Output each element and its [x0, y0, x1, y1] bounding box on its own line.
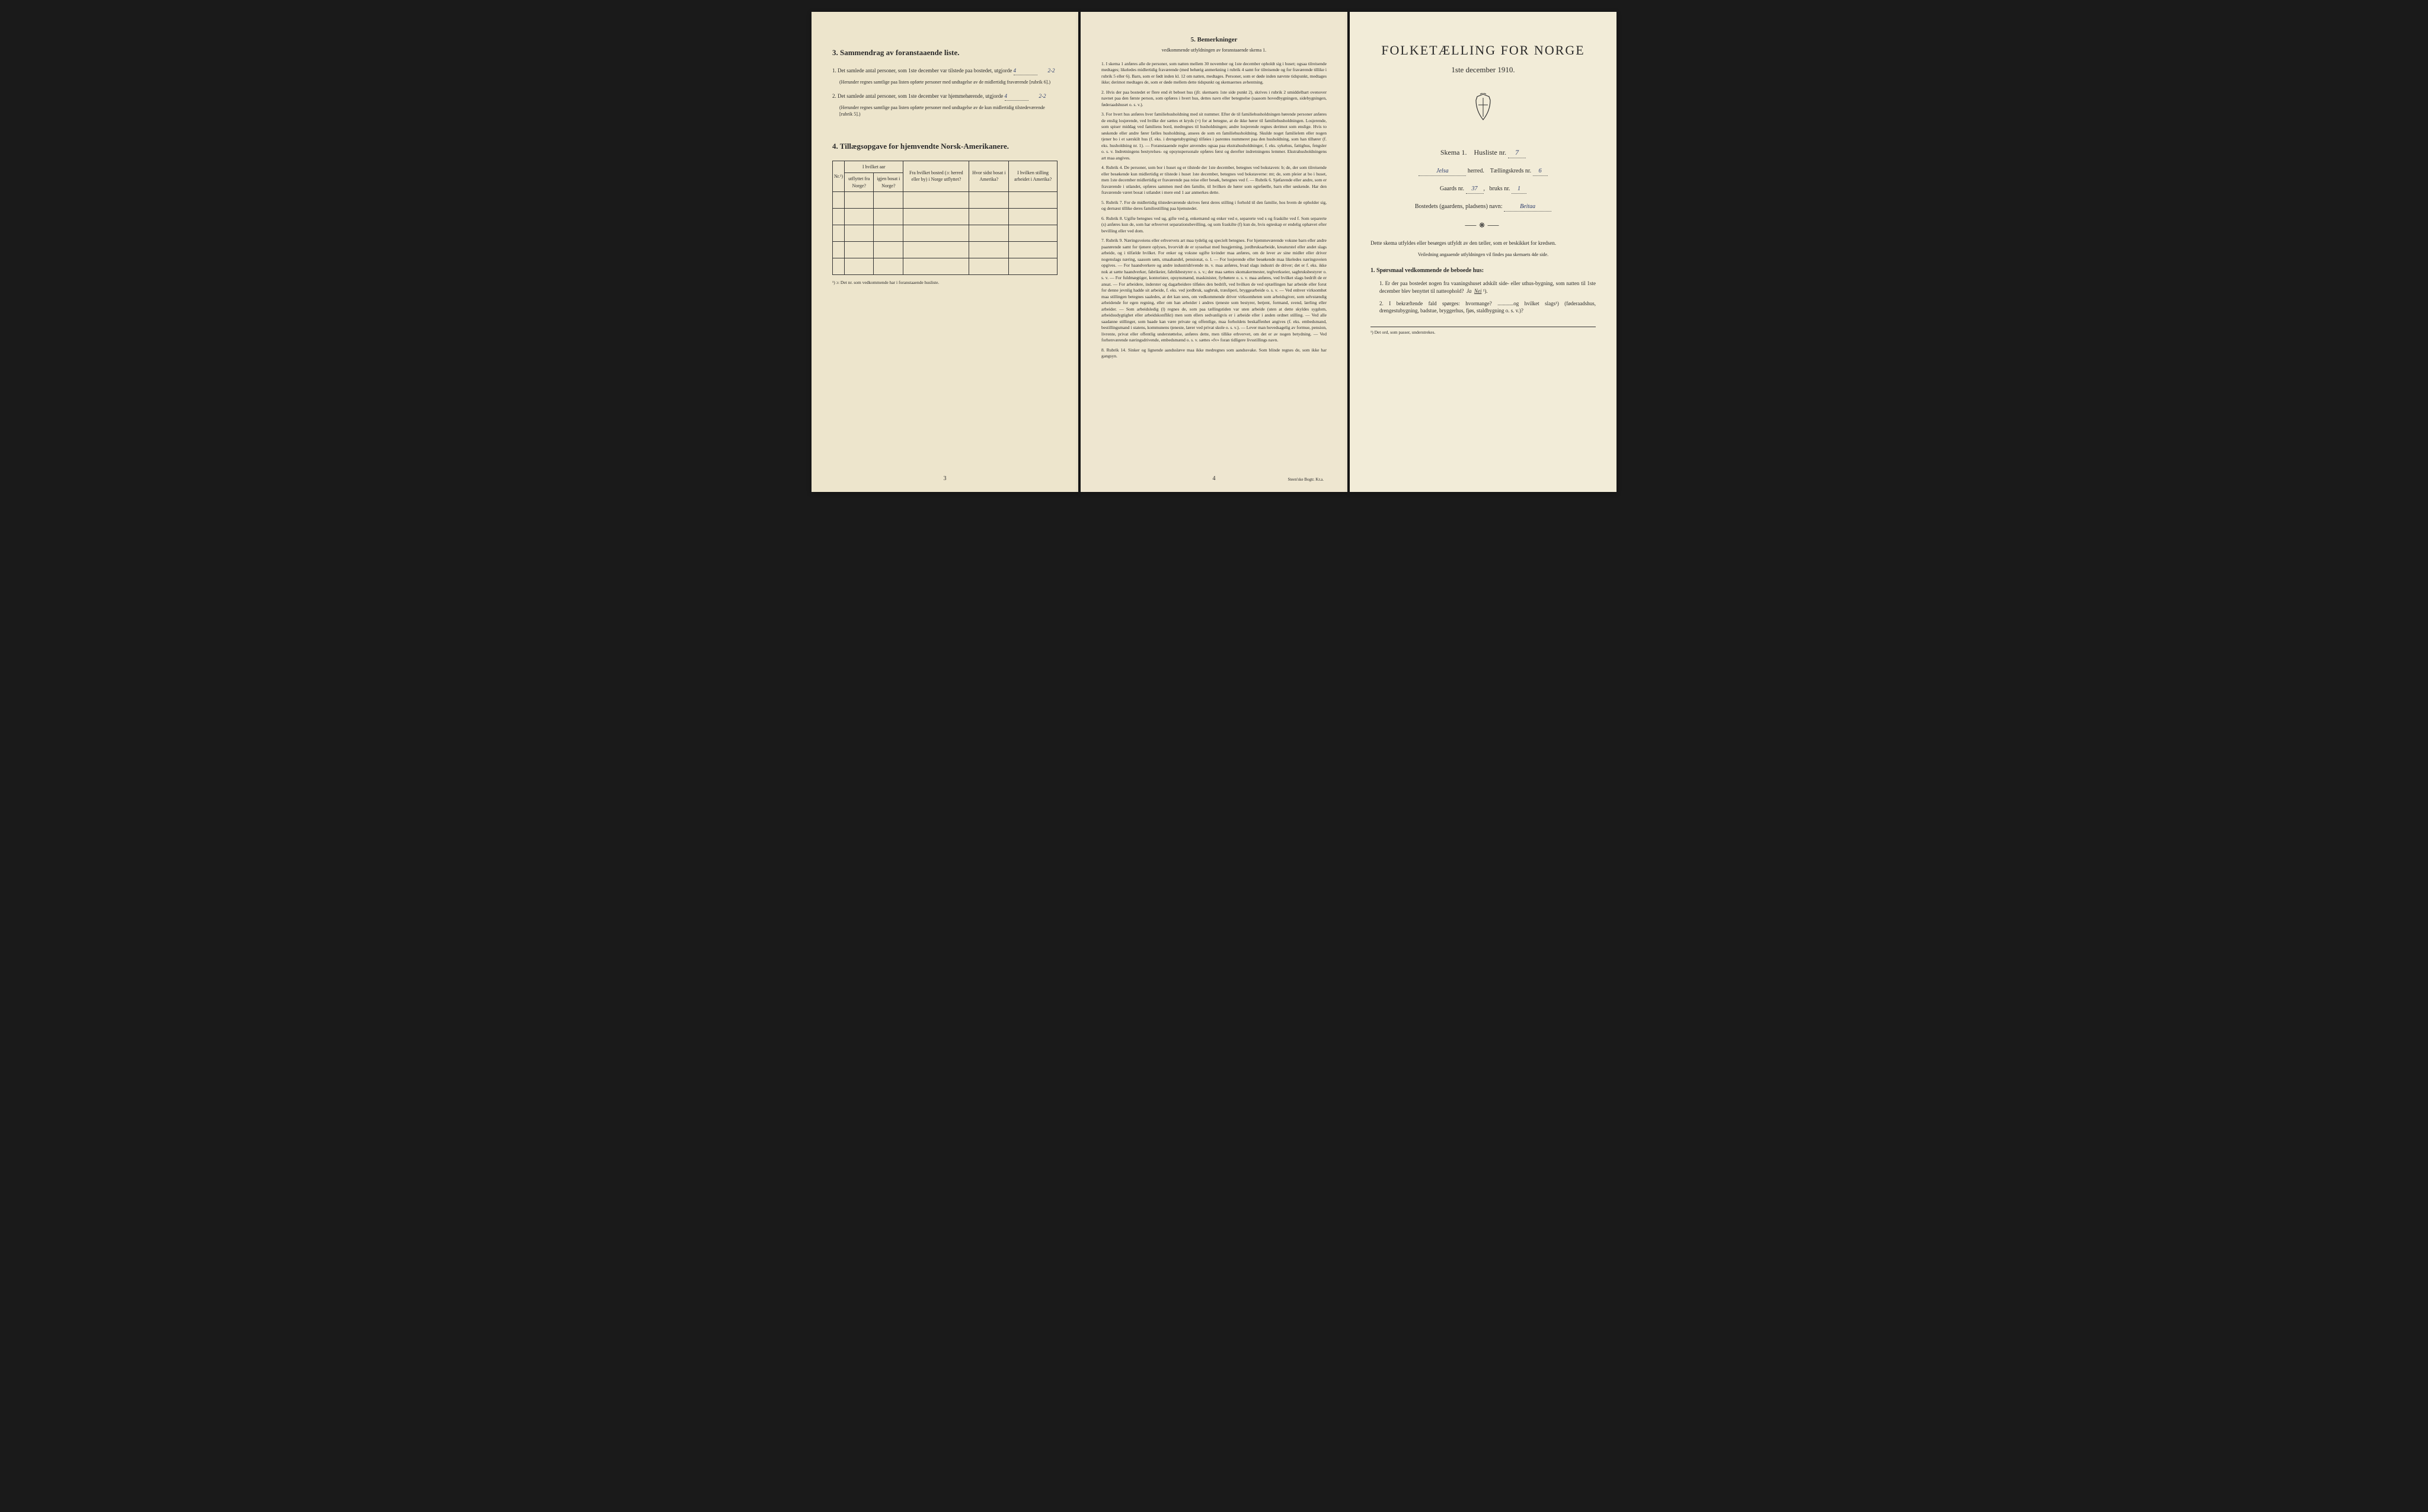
remark-2: 2. Hvis der paa bostedet er flere end ét… — [1101, 89, 1327, 108]
remark-1: 1. I skema 1 anføres alle de personer, s… — [1101, 61, 1327, 86]
remark-8: 8. Rubrik 14. Sinker og lignende aandssl… — [1101, 347, 1327, 360]
question-2: 2. I bekræftende fald spørges: hvormange… — [1379, 300, 1596, 315]
main-title: FOLKETÆLLING FOR NORGE — [1370, 41, 1596, 60]
summary-item-1: 1. Det samlede antal personer, som 1ste … — [832, 67, 1058, 75]
item2-value: 4 — [1005, 92, 1028, 101]
remarks-title: 5. Bemerkninger — [1101, 36, 1327, 44]
col-emigrated: utflyttet fra Norge? — [845, 173, 874, 191]
table-row — [833, 208, 1058, 225]
q-title: 1. Spørsmaal vedkommende de beboede hus: — [1370, 267, 1596, 275]
gaards-label: Gaards nr. — [1440, 186, 1464, 192]
table-footnote: ¹) ɔ: Det nr. som vedkommende har i fora… — [832, 280, 1058, 286]
item1-hand: 2-2 — [1048, 68, 1055, 73]
husliste-nr: 7 — [1508, 148, 1526, 158]
ornament-icon: ⸺❋⸺ — [1370, 220, 1596, 231]
gaards-line: Gaards nr. 37, bruks nr. 1 — [1370, 185, 1596, 194]
col-returned: igjen bosat i Norge? — [874, 173, 903, 191]
coat-of-arms-icon — [1370, 93, 1596, 130]
bruks-label: bruks nr. — [1490, 186, 1510, 192]
table-row — [833, 258, 1058, 274]
instruction-main: Dette skema utfyldes eller besørges utfy… — [1370, 239, 1596, 247]
table-row — [833, 191, 1058, 208]
remark-4: 4. Rubrik 4. De personer, som bor i huse… — [1101, 165, 1327, 196]
table-row — [833, 225, 1058, 241]
herred-name: Jelsa — [1419, 167, 1466, 176]
item1-note: (Herunder regnes samtlige paa listen opf… — [839, 79, 1058, 85]
instruction-sub: Veiledning angaaende utfyldningen vil fi… — [1370, 251, 1596, 258]
skema-line: Skema 1. Husliste nr. 7 — [1370, 148, 1596, 158]
col-nr: Nr.¹) — [833, 161, 845, 192]
printer-mark: Steen'ske Bogtr. Kr.a. — [1288, 477, 1324, 483]
table-row — [833, 241, 1058, 258]
census-cover-page: FOLKETÆLLING FOR NORGE 1ste december 191… — [1350, 12, 1616, 492]
herred-label: herred. — [1468, 168, 1484, 174]
emigrant-table: Nr.¹) I hvilket aar Fra hvilket bosted (… — [832, 161, 1058, 275]
page-number: 3 — [944, 475, 947, 483]
item1-value: 4 — [1014, 67, 1037, 75]
husliste-label: Husliste nr. — [1474, 148, 1507, 156]
kreds-nr: 6 — [1533, 167, 1548, 176]
census-page-3: 3. Sammendrag av foranstaaende liste. 1.… — [812, 12, 1078, 492]
col-last: Hvor sidst bosat i Amerika? — [969, 161, 1009, 192]
item1-text: Det samlede antal personer, som 1ste dec… — [838, 68, 1012, 73]
bruks-nr: 1 — [1512, 185, 1526, 194]
question-section: 1. Spørsmaal vedkommende de beboede hus:… — [1370, 267, 1596, 314]
gaards-nr: 37 — [1466, 185, 1484, 194]
q1-sup: ¹). — [1483, 288, 1488, 294]
summary-item-2: 2. Det samlede antal personer, som 1ste … — [832, 92, 1058, 101]
question-1: 1. Er der paa bostedet nogen fra vaaning… — [1379, 280, 1596, 295]
bottom-footnote: ¹) Det ord, som passer, understrekes. — [1370, 327, 1596, 336]
census-page-4: 5. Bemerkninger vedkommende utfyldningen… — [1081, 12, 1347, 492]
census-date: 1ste december 1910. — [1370, 65, 1596, 75]
remark-7: 7. Rubrik 9. Næringsveiens eller erhverv… — [1101, 238, 1327, 344]
item2-text: Det samlede antal personer, som 1ste dec… — [838, 93, 1003, 99]
item2-note: (Herunder regnes samtlige paa listen opf… — [839, 104, 1058, 117]
answer-nei: Nei — [1474, 288, 1482, 294]
remark-3: 3. For hvert hus anføres hver familiehus… — [1101, 111, 1327, 161]
col-year: I hvilket aar — [845, 161, 903, 173]
bosted-line: Bostedets (gaardens, pladsens) navn: Bei… — [1370, 203, 1596, 212]
bosted-label: Bostedets (gaardens, pladsens) navn: — [1415, 203, 1503, 210]
page-number: 4 — [1213, 475, 1216, 483]
bosted-name: Beitaa — [1504, 203, 1551, 212]
remark-5: 5. Rubrik 7. For de midlertidig tilstede… — [1101, 200, 1327, 212]
item2-hand: 2-2 — [1039, 93, 1046, 99]
section-4-title: 4. Tillægsopgave for hjemvendte Norsk-Am… — [832, 141, 1058, 152]
skema-label: Skema 1. — [1440, 148, 1467, 156]
remark-6: 6. Rubrik 8. Ugifte betegnes ved ug, gif… — [1101, 216, 1327, 235]
col-job: I hvilken stilling arbeidet i Amerika? — [1009, 161, 1058, 192]
answer-ja: Ja — [1467, 288, 1472, 294]
herred-line: Jelsa herred. Tællingskreds nr. 6 — [1370, 167, 1596, 176]
remarks-subtitle: vedkommende utfyldningen av foranstaaend… — [1101, 47, 1327, 53]
section-3-title: 3. Sammendrag av foranstaaende liste. — [832, 47, 1058, 58]
kreds-label: Tællingskreds nr. — [1490, 168, 1531, 174]
col-from: Fra hvilket bosted (ɔ: herred eller by) … — [903, 161, 969, 192]
